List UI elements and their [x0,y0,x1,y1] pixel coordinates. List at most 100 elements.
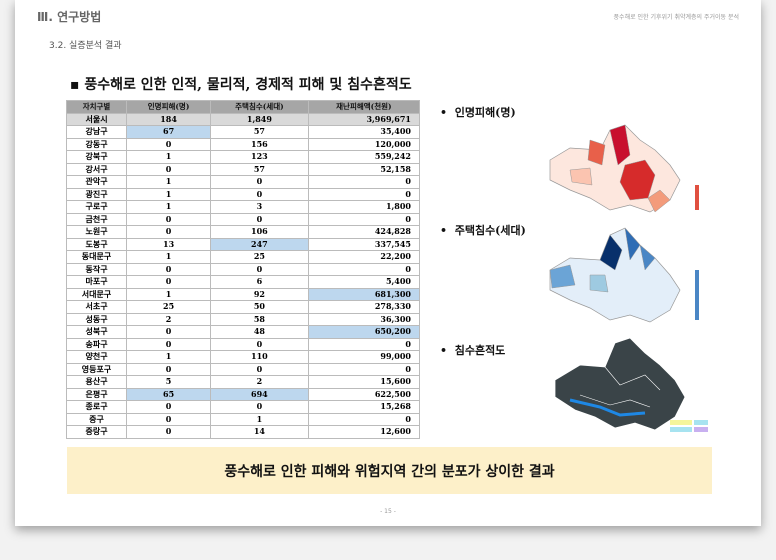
value-cell: 0 [307,412,421,426]
value-cell: 0 [210,212,309,226]
value-cell: 0 [126,425,212,439]
table-row: 구로구 1 3 1,800 [65,200,421,214]
column-header: 자치구별 [65,100,128,114]
page-number: - 15 - [380,508,396,515]
table-row: 동대문구 1 25 22,200 [65,250,421,264]
value-cell: 1 [126,187,212,201]
value-cell: 0 [126,262,212,276]
value-cell: 57 [210,125,309,139]
map-label-text: 주택침수(세대) [454,224,526,237]
district-cell: 금천구 [65,212,128,226]
value-cell: 559,242 [307,150,421,164]
value-cell: 184 [126,112,212,126]
value-cell: 0 [210,337,309,351]
value-cell: 2 [126,312,212,326]
district-cell: 강동구 [65,137,128,151]
district-cell: 동작구 [65,262,128,276]
column-header: 재난피해액(천원) [307,100,421,114]
value-cell: 25 [210,250,309,264]
map-label: • 인명피해(명) [440,106,516,119]
value-cell: 0 [210,400,309,414]
table-row: 서대문구 1 92 681,300 [65,287,421,301]
value-cell: 0 [126,362,212,376]
value-cell: 92 [210,287,309,301]
table-row: 성북구 0 48 650,200 [65,325,421,339]
map-label-text: 인명피해(명) [454,106,516,119]
district-cell: 강북구 [65,150,128,164]
value-cell: 0 [307,187,421,201]
value-cell: 0 [126,325,212,339]
value-cell: 15,600 [307,375,421,389]
value-cell: 99,000 [307,350,421,364]
district-cell: 관악구 [65,175,128,189]
conclusion-text: 풍수해로 인한 피해와 위험지역 간의 분포가 상이한 결과 [224,463,555,480]
value-cell: 0 [210,187,309,201]
value-cell: 0 [307,362,421,376]
value-cell: 622,500 [307,387,421,401]
table-row: 종로구 0 0 15,268 [65,400,421,414]
value-cell: 1 [126,250,212,264]
value-cell: 57 [210,162,309,176]
table-row: 송파구 0 0 0 [65,337,421,351]
table-row: 양천구 1 110 99,000 [65,350,421,364]
header-row: 자치구별 인명피해(명) 주택침수(세대) 재난피해액(천원) [65,100,421,114]
table-row: 강남구 67 57 35,400 [65,125,421,139]
value-cell: 156 [210,137,309,151]
district-cell: 종로구 [65,400,128,414]
value-cell: 0 [307,262,421,276]
value-cell: 0 [210,175,309,189]
district-cell: 노원구 [65,225,128,239]
table-row: 은평구 65 694 622,500 [65,387,421,401]
section-title: Ⅲ. 연구방법 [37,10,102,24]
map-label: • 주택침수(세대) [440,224,526,237]
table-row: 광진구 1 0 0 [65,187,421,201]
value-cell: 65 [126,387,212,401]
value-cell: 278,330 [307,300,421,314]
value-cell: 3,969,671 [307,112,421,126]
map-label-text: 침수흔적도 [454,344,506,357]
district-cell: 광진구 [65,187,128,201]
value-cell: 15,268 [307,400,421,414]
casualty-map [549,124,699,213]
column-header: 인명피해(명) [126,100,212,114]
value-cell: 110 [210,350,309,364]
value-cell: 1,849 [210,112,309,126]
table-row: 강북구 1 123 559,242 [65,150,421,164]
district-cell: 양천구 [65,350,128,364]
value-cell: 0 [126,137,212,151]
value-cell: 50 [210,300,309,314]
table-row: 성동구 2 58 36,300 [65,312,421,326]
value-cell: 1 [126,200,212,214]
value-cell: 22,200 [307,250,421,264]
table-row: 금천구 0 0 0 [65,212,421,226]
value-cell: 0 [126,337,212,351]
map-label: • 침수흔적도 [440,344,506,357]
value-cell: 0 [210,262,309,276]
table-row: 중구 0 1 0 [65,412,421,426]
value-cell: 650,200 [307,325,421,339]
district-cell: 마포구 [65,275,128,289]
value-cell: 247 [210,237,309,251]
value-cell: 6 [210,275,309,289]
value-cell: 123 [210,150,309,164]
table-row: 관악구 1 0 0 [65,175,421,189]
value-cell: 0 [126,225,212,239]
value-cell: 0 [307,175,421,189]
subsection-title: 3.2. 실증분석 결과 [49,41,122,51]
table-row: 서초구 25 50 278,330 [65,300,421,314]
value-cell: 2 [210,375,309,389]
value-cell: 25 [126,300,212,314]
value-cell: 12,600 [307,425,421,439]
value-cell: 0 [126,275,212,289]
value-cell: 0 [126,162,212,176]
value-cell: 58 [210,312,309,326]
value-cell: 424,828 [307,225,421,239]
table-row: 강동구 0 156 120,000 [65,137,421,151]
district-cell: 용산구 [65,375,128,389]
damage-table: 자치구별 인명피해(명) 주택침수(세대) 재난피해액(천원) 서울시 184 1,849 3… [65,100,421,439]
value-cell: 48 [210,325,309,339]
value-cell: 5,400 [307,275,421,289]
value-cell: 14 [210,425,309,439]
value-cell: 13 [126,237,212,251]
